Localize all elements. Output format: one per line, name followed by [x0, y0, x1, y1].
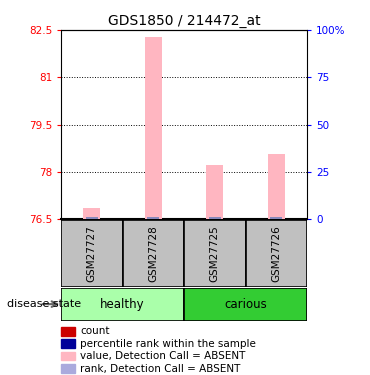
Title: GDS1850 / 214472_at: GDS1850 / 214472_at: [108, 13, 260, 28]
Text: disease state: disease state: [7, 299, 81, 309]
Bar: [86, 217, 98, 219]
Bar: [122, 220, 184, 287]
Bar: [268, 154, 285, 219]
Bar: [145, 37, 162, 219]
Bar: [83, 208, 100, 219]
Bar: [270, 217, 282, 219]
Text: rank, Detection Call = ABSENT: rank, Detection Call = ABSENT: [80, 364, 240, 374]
Bar: [209, 217, 221, 219]
Bar: [147, 217, 159, 219]
Text: GSM27728: GSM27728: [148, 225, 158, 282]
Bar: [61, 220, 122, 287]
Text: carious: carious: [224, 298, 267, 310]
Bar: [184, 288, 307, 321]
Text: GSM27726: GSM27726: [271, 225, 281, 282]
Text: value, Detection Call = ABSENT: value, Detection Call = ABSENT: [80, 351, 246, 361]
Bar: [184, 220, 246, 287]
Text: GSM27727: GSM27727: [87, 225, 97, 282]
Text: count: count: [80, 327, 110, 336]
Text: GSM27725: GSM27725: [210, 225, 220, 282]
Bar: [61, 288, 184, 321]
Text: percentile rank within the sample: percentile rank within the sample: [80, 339, 256, 349]
Bar: [206, 165, 223, 219]
Bar: [246, 220, 307, 287]
Text: healthy: healthy: [100, 298, 145, 310]
